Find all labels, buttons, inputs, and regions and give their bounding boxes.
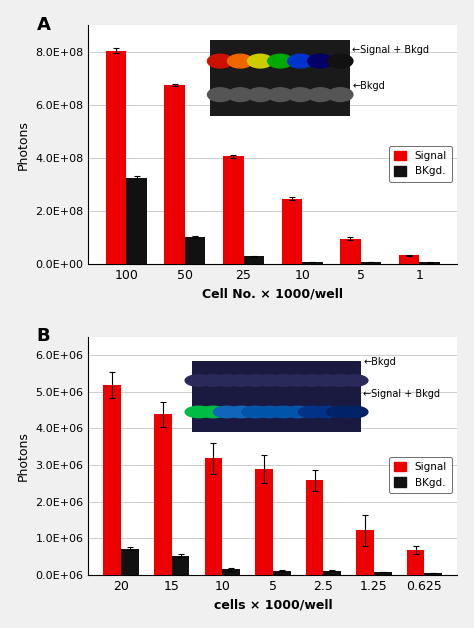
- Bar: [205, 458, 222, 575]
- Bar: [106, 51, 127, 264]
- Y-axis label: Photons: Photons: [17, 431, 30, 481]
- Bar: [323, 570, 341, 575]
- Bar: [127, 178, 147, 264]
- Text: B: B: [36, 327, 50, 345]
- Bar: [185, 237, 205, 264]
- Bar: [374, 572, 392, 575]
- Text: ←Bkgd: ←Bkgd: [363, 357, 396, 367]
- Bar: [282, 199, 302, 264]
- X-axis label: Cell No. × 1000/well: Cell No. × 1000/well: [202, 287, 343, 300]
- Bar: [306, 480, 323, 575]
- Text: ←Signal + Bkgd: ←Signal + Bkgd: [363, 389, 440, 399]
- Bar: [154, 414, 172, 575]
- Bar: [164, 85, 185, 264]
- Bar: [399, 255, 419, 264]
- Bar: [121, 548, 139, 575]
- Bar: [172, 556, 190, 575]
- Bar: [407, 550, 425, 575]
- Bar: [419, 263, 440, 264]
- Y-axis label: Photons: Photons: [17, 120, 30, 170]
- Bar: [356, 530, 374, 575]
- Bar: [244, 256, 264, 264]
- Bar: [273, 570, 291, 575]
- Legend: Signal, BKgd.: Signal, BKgd.: [389, 146, 452, 181]
- X-axis label: cells × 1000/well: cells × 1000/well: [213, 598, 332, 611]
- Bar: [222, 570, 240, 575]
- Bar: [223, 156, 244, 264]
- Bar: [103, 385, 121, 575]
- Legend: Signal, BKgd.: Signal, BKgd.: [389, 457, 452, 493]
- Bar: [361, 262, 381, 264]
- Text: A: A: [36, 16, 51, 34]
- Bar: [302, 262, 323, 264]
- Bar: [340, 239, 361, 264]
- Bar: [255, 469, 273, 575]
- Text: ←Bkgd: ←Bkgd: [352, 81, 385, 91]
- Text: ←Signal + Bkgd: ←Signal + Bkgd: [352, 45, 429, 55]
- Bar: [425, 573, 442, 575]
